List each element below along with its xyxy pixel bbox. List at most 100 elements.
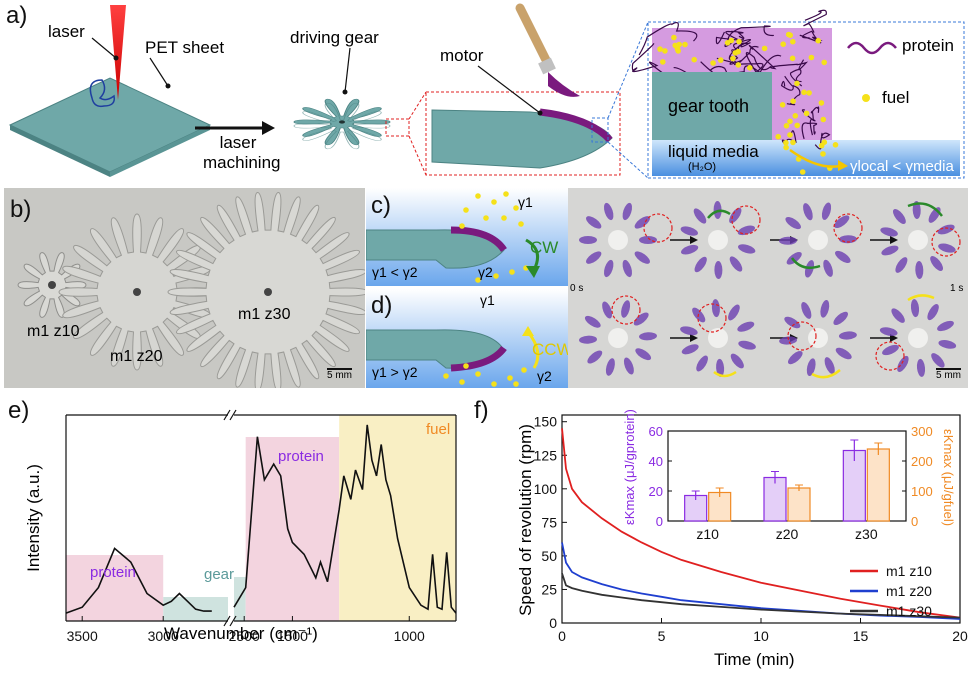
panel-e-label: e) [8,397,30,424]
gear-tooth-mark [738,244,756,254]
panel-b-gears [17,192,369,392]
gear-tooth-mark [729,256,743,272]
protein-strand [748,44,809,70]
fuel-dot [682,41,688,48]
panel-a [8,3,965,179]
protein-strand [801,122,818,140]
gear-tooth-mark [584,315,601,328]
gear-tooth-mark [786,251,802,265]
gear-tooth-mark [730,353,744,369]
inset-right-tick-label: 300 [911,424,933,439]
laser-label: laser [48,22,85,41]
x-tick-label: 1500 [277,628,308,644]
fuel-dot [717,57,724,63]
fuel-dot [475,277,481,283]
gear-tooth-mark [579,335,597,344]
rotation-photo-sequence [568,188,968,388]
rotation-frames [579,201,961,379]
gear-tooth-mark [833,311,848,326]
gear-tooth-mark [635,348,652,361]
fuel-dot [783,144,789,151]
fuel-dot [790,38,796,45]
gear-label-z30: m1 z30 [238,306,291,323]
frame-hub [908,328,928,348]
y-tick-label: 25 [541,581,557,597]
yellow-rotation-arrow [713,370,737,378]
panel-e-ftir-chart: 3500 3000 2500 1500 1000 [65,409,457,644]
axis-break [223,409,231,421]
fuel-dot [736,38,742,45]
motor-protein-strip [539,108,613,143]
green-rotation-arrow [707,209,731,219]
x-tick-label: 3000 [148,628,179,644]
gear-tooth-mark [895,257,908,273]
protein-strand [810,106,820,122]
x-tick-label: 0 [558,628,566,644]
gear-tooth-mark [602,301,613,319]
protein-strand [725,30,751,53]
panel-c-direction: CW [530,238,559,257]
gear-tooth-mark [806,358,816,377]
gear-tooth-mark [824,357,835,375]
y-tick-label: 100 [534,481,558,497]
gear-tooth-mark [716,358,725,377]
fuel-dot [787,132,793,138]
fuel-dot [783,123,790,129]
panel-f-label: f) [474,397,489,424]
time-start: 0 s [570,283,584,294]
fuel-dot [735,62,742,68]
spectrum-line-right [233,424,457,614]
sequence-arrowhead [890,236,898,244]
panel-d-direction: CCW [532,340,573,359]
inset-left-tick-label: 0 [656,514,663,529]
gear-tooth-mark [586,251,602,264]
gear-tooth-mark [891,308,905,323]
inset-right-tick-label: 100 [911,484,933,499]
driving-gear [293,98,391,150]
inset-left-tick-label: 60 [649,424,663,439]
rotation-frame [579,295,657,376]
gear-tooth-mark [784,316,801,329]
laser-machining-line2: machining [203,153,281,172]
fuel-dot [521,367,527,373]
frame-hub [708,328,728,348]
gear-tooth-mark [633,312,649,326]
fuel-dot [724,40,731,46]
protein-strand [724,25,774,48]
gear-tooth-mark [634,216,650,229]
region-protein [66,555,164,621]
rotation-frame [875,299,957,377]
fuel-dot [815,37,821,44]
legend-label: m1 z30 [886,603,932,619]
gear-tooth-mark [738,340,756,350]
rotation-frame [779,299,857,377]
gear-tooth-mark [680,226,698,236]
gear-tooth-mark [622,259,633,278]
gear-tooth-mark [623,357,634,375]
inset-right-axis-label: εKmax (μJ/gfuel) [941,429,956,526]
gear-label-z20: m1 z20 [110,348,163,365]
tracked-tooth-circle [875,341,905,371]
panel-c-label: c) [371,192,391,219]
fuel-dot [475,371,481,377]
fuel-dot [475,193,481,199]
fuel-dot [821,59,827,66]
panel-f-ylabel: Speed of revolution (rpm) [516,424,535,616]
fuel-dot [775,133,781,140]
fuel-dot [463,207,469,213]
gear-tooth-mark [634,251,650,264]
sequence-arrowhead [690,236,698,244]
fuel-dot [710,60,716,66]
rotation-frame [779,202,863,278]
fuel-dot [808,54,815,61]
inset-category-label: z10 [696,526,719,542]
gear-tooth-mark [823,259,833,277]
fuel-dot [463,363,469,369]
inset-category-label: z20 [776,526,799,542]
fuel-dot [503,191,509,197]
rotation-frame [680,299,756,377]
gear-tooth-label: gear tooth [668,96,750,116]
gear-tooth-mark [892,209,906,224]
panel-f-xlabel: Time (min) [714,650,795,669]
fuel-dot [459,379,465,385]
